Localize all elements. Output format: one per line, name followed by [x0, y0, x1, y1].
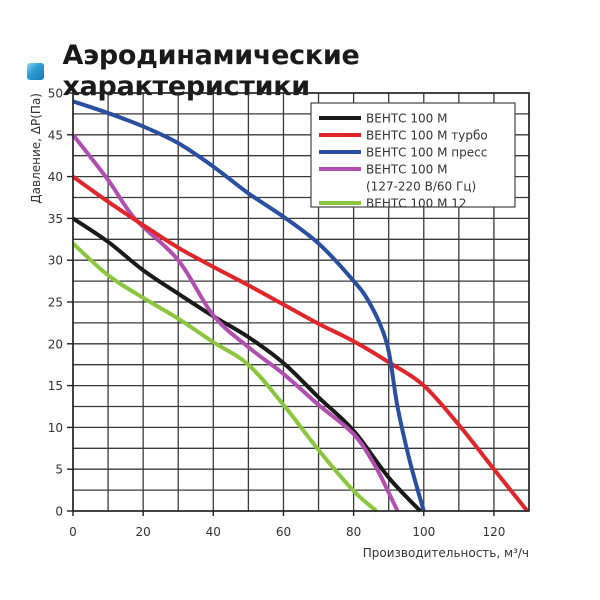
series-line [71, 174, 529, 513]
y-tick-label: 10 [48, 421, 63, 435]
legend-label-line2: (127-220 В/60 Гц) [366, 180, 476, 194]
series-line [72, 99, 426, 512]
y-tick-label: 0 [55, 505, 63, 519]
blue-square-icon [27, 62, 44, 80]
y-tick-label: 40 [48, 170, 63, 184]
x-tick-label: 100 [412, 525, 435, 539]
legend-box [310, 102, 516, 208]
page-title: Аэродинамические характеристики [62, 40, 360, 102]
chart-axes: 0 5 10 15 20 25 30 35 40 45 50 0 20 40 60 80 100 120 [48, 87, 530, 539]
y-tick-label: 15 [48, 379, 63, 393]
legend-label: ВЕНТС 100 М турбо [366, 129, 488, 143]
legend-label: ВЕНТС 100 М [366, 112, 447, 126]
legend-label: ВЕНТС 100 М 12 [366, 197, 467, 211]
chart-legend: ВЕНТС 100 М ВЕНТС 100 М турбо ВЕНТС 100 М … [310, 102, 516, 211]
x-tick-label: 80 [346, 525, 361, 539]
chart-grid [72, 92, 530, 512]
legend-label: ВЕНТС 100 М пресс [366, 146, 487, 160]
series-line [71, 241, 378, 513]
x-tick-label: 40 [206, 525, 221, 539]
y-tick-label: 20 [48, 337, 63, 351]
chart-curves [71, 99, 529, 513]
x-tick-label: 120 [482, 525, 505, 539]
y-axis-label: Давление, ΔP(Па) [29, 93, 43, 204]
series-line [71, 216, 422, 513]
y-tick-label: 5 [55, 463, 63, 477]
y-tick-label: 45 [48, 128, 63, 142]
x-axis-label: Производительность, м³/ч [363, 546, 529, 560]
y-tick-label: 25 [48, 296, 63, 310]
x-tick-label: 60 [276, 525, 291, 539]
chart-header: Аэродинамические характеристики [27, 40, 600, 102]
x-tick-label: 0 [69, 525, 77, 539]
y-tick-label: 30 [48, 254, 63, 268]
y-tick-label: 50 [48, 87, 63, 101]
y-tick-label: 35 [48, 212, 63, 226]
x-tick-label: 20 [136, 525, 151, 539]
legend-label: ВЕНТС 100 М [366, 163, 447, 177]
